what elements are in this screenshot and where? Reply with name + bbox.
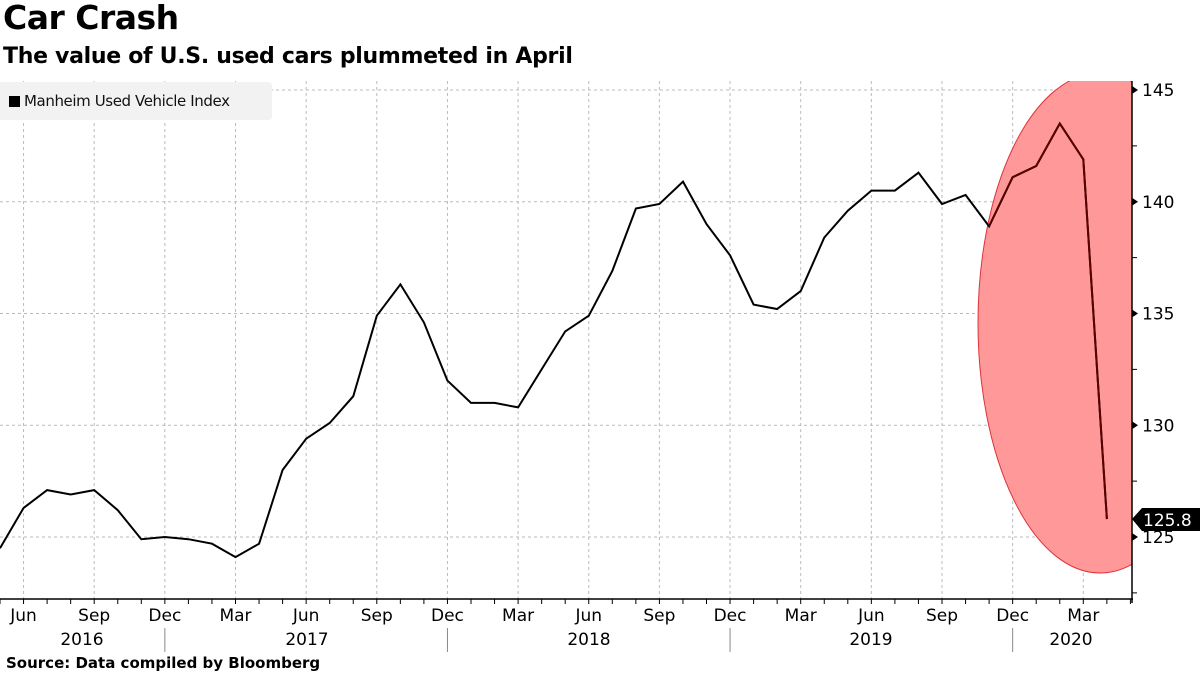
x-tick-label: Mar xyxy=(219,606,251,626)
x-tick-label: Dec xyxy=(148,606,181,626)
x-tick-label: Dec xyxy=(996,606,1029,626)
x-tick-label: Sep xyxy=(926,606,958,626)
source-note: Source: Data compiled by Bloomberg xyxy=(6,654,321,672)
y-axis: 125 130 135 140 145 xyxy=(1132,81,1174,594)
y-tick-label: 130 xyxy=(1142,416,1174,436)
legend: Manheim Used Vehicle Index xyxy=(0,82,272,120)
gridlines xyxy=(0,81,1132,599)
x-year-label: 2019 xyxy=(849,630,892,650)
x-tick-label: Mar xyxy=(1067,606,1099,626)
chart-subtitle: The value of U.S. used cars plummeted in… xyxy=(3,44,573,69)
x-tick-label: Sep xyxy=(78,606,110,626)
x-tick-label: Dec xyxy=(431,606,464,626)
x-tick-label: Jun xyxy=(574,606,602,626)
chart-title: Car Crash xyxy=(3,0,179,37)
last-value-label: 125.8 xyxy=(1143,511,1192,531)
legend-swatch xyxy=(9,95,20,107)
y-tick-label: 145 xyxy=(1142,81,1174,101)
y-tick-label: 135 xyxy=(1142,305,1174,325)
x-year-label: 2017 xyxy=(285,630,328,650)
x-axis: Jun Sep Dec Mar Jun Sep Dec Mar Jun Sep Dec Mar Jun S… xyxy=(0,599,1131,652)
highlight-ellipse xyxy=(977,81,1132,574)
x-year-label: 2020 xyxy=(1049,630,1092,650)
axes xyxy=(0,81,1133,603)
x-year-label: 2016 xyxy=(60,630,103,650)
x-tick-label: Jun xyxy=(292,606,320,626)
legend-label: Manheim Used Vehicle Index xyxy=(24,92,230,110)
x-tick-label: Jun xyxy=(9,606,37,626)
y-tick-label: 140 xyxy=(1142,193,1174,213)
x-tick-label: Mar xyxy=(785,606,817,626)
x-tick-label: Dec xyxy=(714,606,747,626)
series-line-highlighted xyxy=(988,121,1108,520)
series-line-manheim-index xyxy=(0,121,1108,559)
x-tick-label: Sep xyxy=(361,606,393,626)
x-tick-label: Sep xyxy=(643,606,675,626)
x-tick-label: Mar xyxy=(502,606,534,626)
last-value-badge: 125.8 xyxy=(1132,508,1200,531)
x-tick-label: Jun xyxy=(857,606,885,626)
x-year-label: 2018 xyxy=(567,630,610,650)
y-tick-label: 125 xyxy=(1142,528,1174,548)
